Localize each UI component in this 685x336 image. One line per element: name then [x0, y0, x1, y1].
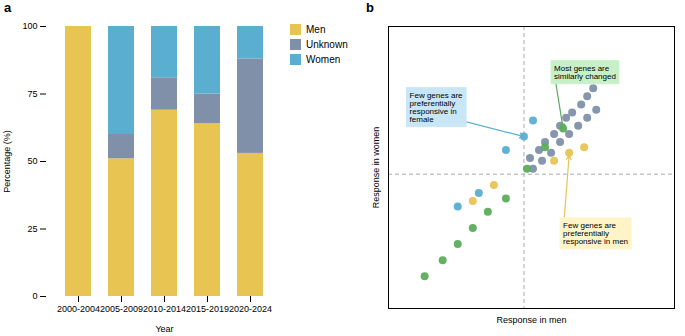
svg-text:50: 50 [27, 156, 37, 166]
svg-text:Response in men: Response in men [496, 315, 566, 325]
svg-text:2015-2019: 2015-2019 [186, 304, 229, 314]
svg-text:Few genes arepreferentiallyres: Few genes arepreferentiallyresponsive in… [563, 221, 628, 246]
svg-text:Response in women: Response in women [371, 127, 381, 209]
svg-text:2000-2004: 2000-2004 [57, 304, 100, 314]
svg-text:75: 75 [27, 89, 37, 99]
svg-text:25: 25 [27, 224, 37, 234]
html-text:Men: Men [306, 24, 326, 35]
html-text:Women: Women [306, 54, 341, 65]
svg-text:2020-2024: 2020-2024 [229, 304, 272, 314]
svg-text:Few genes arepreferentiallyres: Few genes arepreferentiallyresponsive in… [410, 91, 463, 124]
svg-text:100: 100 [22, 21, 37, 31]
svg-text:0: 0 [32, 291, 37, 301]
svg-text:2010-2014: 2010-2014 [143, 304, 186, 314]
svg-text:Year: Year [155, 324, 173, 334]
svg-text:Percentage (%): Percentage (%) [2, 130, 12, 193]
svg-text:Most genes aresimilarly change: Most genes aresimilarly changed [554, 64, 616, 81]
svg-text:2005-2009: 2005-2009 [100, 304, 143, 314]
html-text:b: b [366, 0, 374, 15]
html-text:a: a [4, 0, 12, 15]
html-text:Unknown: Unknown [306, 39, 348, 50]
